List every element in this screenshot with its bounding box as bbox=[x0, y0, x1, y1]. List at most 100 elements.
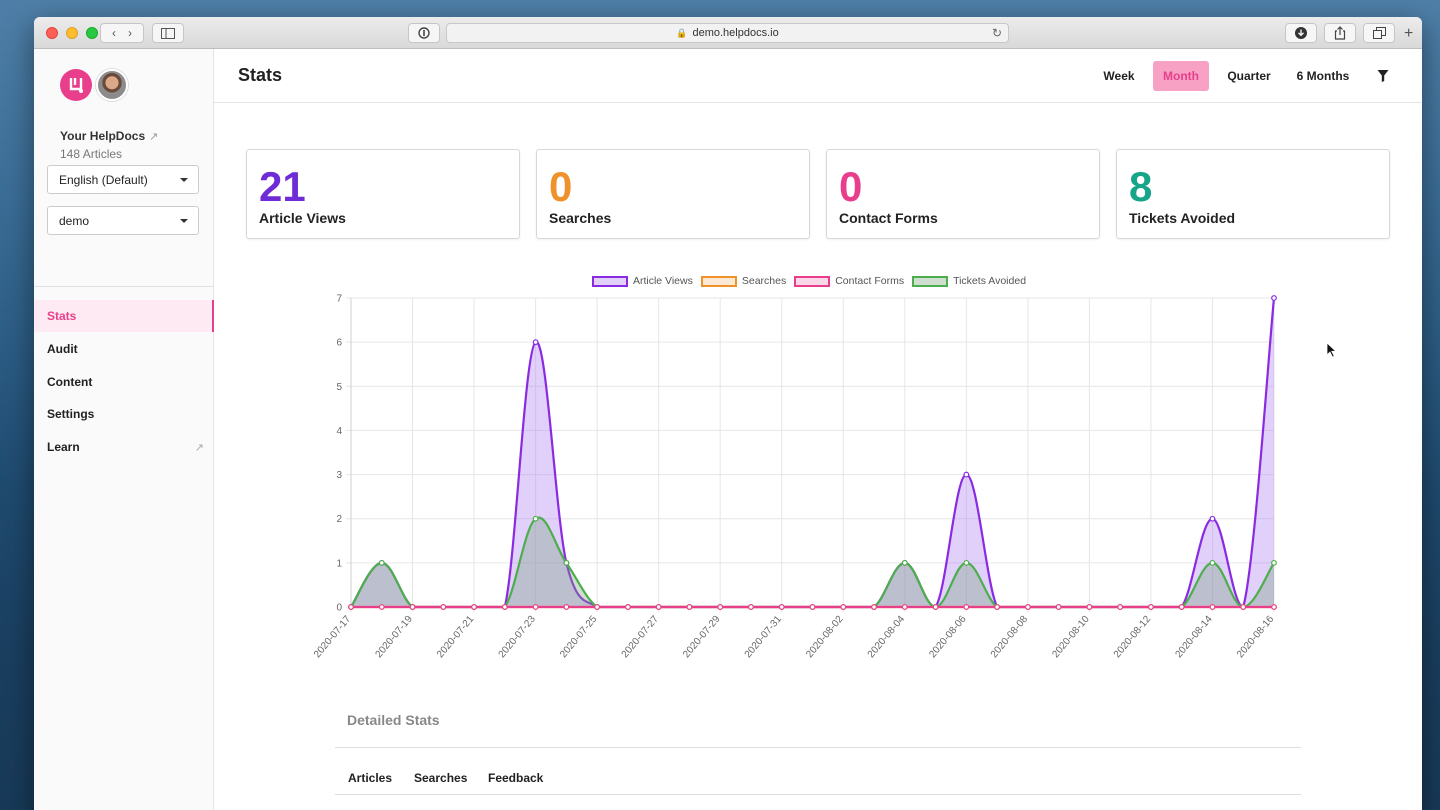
filter-icon[interactable] bbox=[1377, 69, 1389, 83]
legend-item-contact-forms[interactable]: Contact Forms bbox=[794, 275, 904, 287]
sidebar-item-audit[interactable]: Audit bbox=[34, 333, 214, 365]
legend-swatch bbox=[700, 275, 737, 287]
period-week-button[interactable]: Week bbox=[1098, 61, 1140, 91]
y-tick-label: 6 bbox=[336, 338, 342, 349]
period-label: 6 Months bbox=[1296, 69, 1350, 83]
data-point-tickets-avoided bbox=[1271, 559, 1277, 566]
legend-item-searches[interactable]: Searches bbox=[700, 275, 786, 287]
data-point-contact-forms bbox=[901, 604, 908, 610]
share-button[interactable] bbox=[1324, 23, 1356, 43]
data-point-contact-forms bbox=[348, 604, 354, 610]
x-tick-label: 2020-07-31 bbox=[743, 614, 785, 661]
stat-value: 21 bbox=[259, 163, 306, 210]
helpdocs-name-link[interactable]: Your HelpDocs ↗ bbox=[60, 129, 158, 143]
sidebar-item-label: Stats bbox=[47, 309, 77, 323]
divider bbox=[335, 794, 1301, 795]
legend-swatch bbox=[912, 275, 949, 287]
reload-icon[interactable]: ↻ bbox=[991, 26, 1002, 40]
x-tick-label: 2020-07-19 bbox=[374, 614, 416, 661]
new-tab-icon[interactable]: + bbox=[1404, 25, 1414, 42]
data-point-contact-forms bbox=[1024, 604, 1031, 610]
stat-value: 0 bbox=[839, 163, 863, 210]
data-point-tickets-avoided bbox=[532, 515, 539, 522]
password-button[interactable] bbox=[408, 23, 440, 43]
series-area-tickets-avoided bbox=[351, 517, 1274, 607]
download-icon bbox=[1295, 27, 1307, 39]
sidebar-item-stats[interactable]: Stats bbox=[34, 300, 214, 332]
x-tick-label: 2020-07-17 bbox=[314, 614, 354, 661]
tab-feedback[interactable]: Feedback bbox=[488, 771, 544, 785]
data-point-tickets-avoided bbox=[563, 559, 570, 566]
data-point-contact-forms bbox=[717, 604, 724, 610]
site-select-value: demo bbox=[59, 213, 90, 228]
sidebar-item-label: Settings bbox=[47, 407, 95, 421]
period-label: Month bbox=[1163, 69, 1199, 83]
sidebar-item-settings[interactable]: Settings bbox=[34, 398, 214, 430]
data-point-contact-forms bbox=[686, 604, 693, 610]
downloads-button[interactable] bbox=[1285, 23, 1317, 43]
tabs-overview-button[interactable] bbox=[1363, 23, 1395, 43]
page-header: Stats Week Month Quarter 6 Months bbox=[214, 49, 1422, 103]
period-label: Week bbox=[1103, 69, 1135, 83]
data-point-contact-forms bbox=[1148, 604, 1154, 610]
x-tick-label: 2020-07-23 bbox=[497, 614, 539, 661]
data-point-contact-forms bbox=[1117, 604, 1124, 610]
data-point-contact-forms bbox=[1086, 604, 1093, 610]
helpdocs-logo[interactable]: ‌ bbox=[60, 69, 92, 101]
data-point-contact-forms bbox=[1178, 604, 1185, 610]
sidebar-item-label: Audit bbox=[47, 342, 78, 356]
avatar[interactable] bbox=[96, 69, 128, 101]
data-point-contact-forms bbox=[778, 604, 785, 610]
chart-plot: 0 1 2 3 4 5 6 7 2020-07-17 2020-07-19 2020-07-21 20… bbox=[314, 294, 1277, 661]
tab-searches[interactable]: Searches bbox=[414, 771, 468, 785]
language-select[interactable]: English (Default) bbox=[47, 165, 199, 194]
period-quarter-button[interactable]: Quarter bbox=[1222, 61, 1276, 91]
back-forward-buttons[interactable]: ‹ › bbox=[100, 23, 144, 43]
stat-value: 8 bbox=[1129, 163, 1153, 210]
sidebar-item-content[interactable]: Content bbox=[34, 366, 214, 398]
zoom-window-button[interactable] bbox=[86, 27, 98, 39]
data-point-contact-forms bbox=[809, 604, 816, 610]
sidebar-toggle-button[interactable] bbox=[152, 23, 184, 43]
chart-legend: Article Views Searches Contact Forms Tic… bbox=[314, 271, 1304, 291]
sidebar-item-label: Content bbox=[47, 375, 93, 389]
chevron-left-icon[interactable]: ‹ bbox=[112, 26, 116, 40]
y-tick-label: 0 bbox=[336, 603, 342, 614]
page-title: Stats bbox=[238, 65, 283, 85]
legend-item-article-views[interactable]: Article Views bbox=[591, 275, 693, 287]
x-tick-label: 2020-08-08 bbox=[989, 614, 1031, 661]
stat-card-contact-forms: 0 Contact Forms bbox=[826, 149, 1100, 239]
x-tick-label: 2020-08-16 bbox=[1235, 614, 1277, 661]
address-bar[interactable]: 🔒 demo.helpdocs.io ↻ bbox=[446, 23, 1009, 43]
stats-chart: Article Views Searches Contact Forms Tic… bbox=[314, 271, 1304, 701]
article-count: 148 Articles bbox=[60, 147, 123, 161]
x-tick-label: 2020-08-14 bbox=[1173, 614, 1215, 661]
x-tick-label: 2020-07-27 bbox=[620, 614, 662, 661]
series-line-article-views bbox=[350, 297, 1276, 609]
sidebar-icon bbox=[161, 27, 175, 39]
minimize-window-button[interactable] bbox=[66, 27, 78, 39]
stat-label: Tickets Avoided bbox=[1129, 210, 1236, 226]
period-month-button[interactable]: Month bbox=[1153, 61, 1209, 91]
site-select[interactable]: demo bbox=[47, 206, 199, 235]
helpdocs-logo-icon bbox=[69, 78, 83, 93]
data-point-contact-forms bbox=[440, 604, 447, 610]
sidebar-item-learn[interactable]: Learn ↗ bbox=[34, 431, 214, 463]
data-point-tickets-avoided bbox=[901, 559, 908, 566]
chevron-right-icon[interactable]: › bbox=[128, 26, 132, 40]
data-point-tickets-avoided bbox=[1209, 559, 1216, 566]
url-text: demo.helpdocs.io bbox=[692, 27, 779, 39]
close-window-button[interactable] bbox=[46, 27, 58, 39]
data-point-contact-forms bbox=[532, 604, 539, 610]
data-point-contact-forms bbox=[1240, 604, 1247, 610]
data-point-contact-forms bbox=[1055, 604, 1062, 610]
share-icon bbox=[1334, 26, 1346, 40]
stat-card-tickets-avoided: 8 Tickets Avoided bbox=[1116, 149, 1390, 239]
x-tick-label: 2020-07-21 bbox=[435, 614, 477, 661]
tab-articles[interactable]: Articles bbox=[348, 771, 393, 785]
data-point-tickets-avoided bbox=[378, 559, 385, 566]
data-point-contact-forms bbox=[625, 604, 631, 610]
period-6-months-button[interactable]: 6 Months bbox=[1290, 61, 1356, 91]
sidebar: ‌ Your HelpDocs↗ 148 Articles English (D… bbox=[34, 49, 214, 810]
legend-item-tickets-avoided[interactable]: Tickets Avoided bbox=[912, 275, 1026, 287]
